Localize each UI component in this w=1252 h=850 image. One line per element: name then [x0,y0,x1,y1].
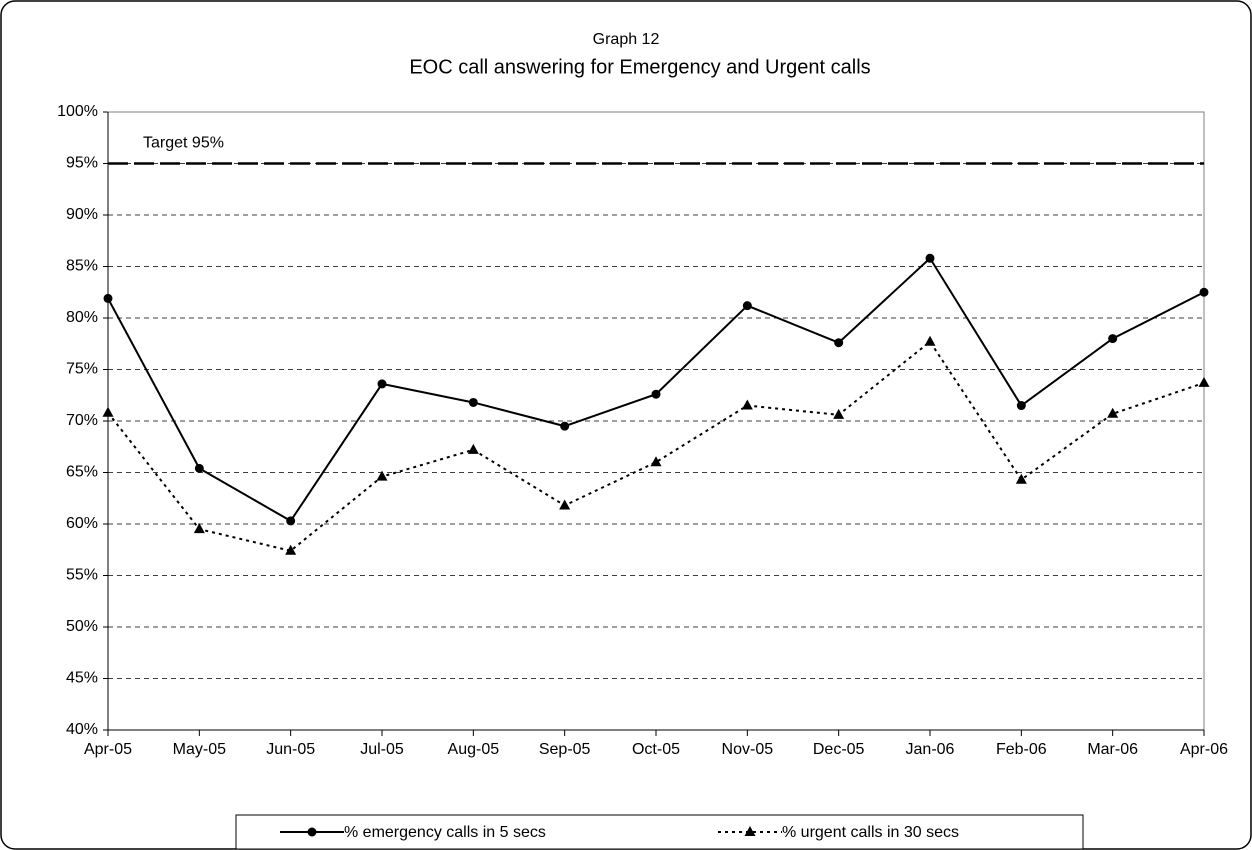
legend-marker [744,826,756,836]
data-point [468,397,478,407]
x-tick-label: Sep-05 [539,741,591,758]
data-point [1108,334,1118,344]
y-tick-label: 60% [66,515,98,532]
data-point [1016,401,1026,411]
legend-label: % urgent calls in 30 secs [782,824,959,841]
x-tick-label: Apr-06 [1180,741,1228,758]
x-tick-label: Oct-05 [632,741,680,758]
chart-subtitle: EOC call answering for Emergency and Urg… [409,56,870,78]
legend-box [235,814,1084,850]
data-point [285,544,297,555]
data-point [1107,407,1119,418]
y-tick-label: 80% [66,309,98,326]
data-point [742,301,752,311]
data-point [1199,287,1209,297]
data-point [467,443,479,454]
data-point [559,499,571,510]
x-tick-label: Jul-05 [360,741,404,758]
data-point [925,253,935,263]
data-point [376,470,388,481]
legend-marker [307,827,317,837]
data-point [924,335,936,346]
data-point [377,379,387,389]
y-tick-label: 50% [66,618,98,635]
y-tick-label: 45% [66,670,98,687]
y-tick-label: 85% [66,258,98,275]
data-point [834,338,844,348]
data-point [102,406,114,417]
data-point [286,516,296,526]
x-tick-label: Apr-05 [84,741,132,758]
data-point [651,389,661,399]
data-point [741,399,753,410]
x-tick-label: Jun-05 [266,741,315,758]
data-point [833,408,845,419]
target-label: Target 95% [143,135,224,152]
chart-title: Graph 12 [593,31,660,48]
y-tick-label: 75% [66,361,98,378]
x-tick-label: Mar-06 [1087,741,1138,758]
data-point [650,456,662,467]
y-tick-label: 90% [66,206,98,223]
y-tick-label: 40% [66,721,98,738]
y-tick-label: 65% [66,464,98,481]
legend-label: % emergency calls in 5 secs [344,824,546,841]
data-point [1015,473,1027,484]
x-tick-label: Dec-05 [813,741,865,758]
data-point [194,463,204,473]
x-tick-label: Aug-05 [448,741,500,758]
data-point [103,293,113,303]
data-point [1198,376,1210,387]
y-tick-label: 100% [57,103,98,120]
y-tick-label: 70% [66,412,98,429]
x-tick-label: Nov-05 [722,741,774,758]
y-tick-label: 95% [66,155,98,172]
x-tick-label: Jan-06 [906,741,955,758]
data-point [560,421,570,431]
data-point [193,523,205,534]
y-tick-label: 55% [66,567,98,584]
x-tick-label: Feb-06 [996,741,1047,758]
x-tick-label: May-05 [173,741,226,758]
